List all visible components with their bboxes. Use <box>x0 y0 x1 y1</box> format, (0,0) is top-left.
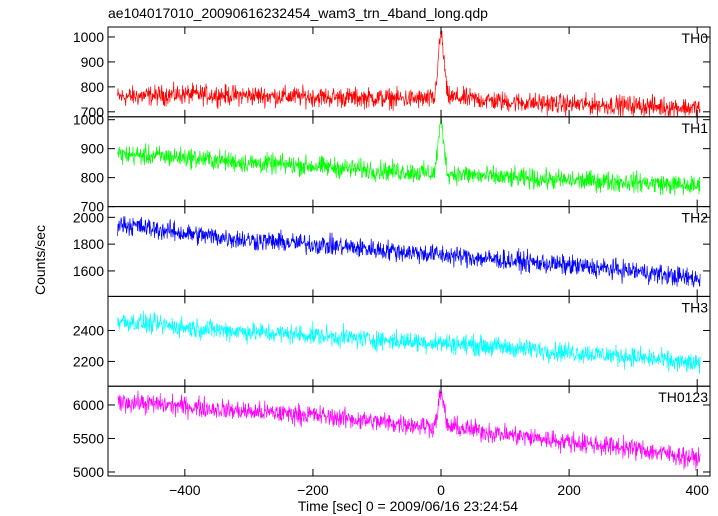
x-tick-label: −400 <box>169 482 201 498</box>
y-tick-label: 1000 <box>73 112 104 128</box>
series-line-th0123 <box>117 389 701 471</box>
x-tick-label: 200 <box>557 482 581 498</box>
x-axis-title: Time [sec] 0 = 2009/06/16 23:24:54 <box>298 498 518 514</box>
panels-group: 700 800 900 1000 TH0 700 800 900 1000 TH1 1600 1800… <box>73 26 711 498</box>
y-tick-label: 2400 <box>73 322 104 338</box>
x-tick-label: 0 <box>437 482 445 498</box>
series-line-th2 <box>117 216 701 288</box>
y-tick-label: 2200 <box>73 353 104 369</box>
y-tick-label: 900 <box>81 54 105 70</box>
x-tick-label: −200 <box>297 482 329 498</box>
y-tick-label: 800 <box>81 79 105 95</box>
y-tick-label: 1000 <box>73 29 104 45</box>
panel-label-th3: TH3 <box>682 299 709 315</box>
panel-label-th0: TH0 <box>682 30 709 46</box>
series-line-th1 <box>117 116 701 196</box>
series-line-th0 <box>117 28 701 117</box>
y-axis-title: Counts/sec <box>32 225 48 295</box>
y-tick-label: 1800 <box>73 236 104 252</box>
y-tick-label: 900 <box>81 141 105 157</box>
x-tick-label: 400 <box>686 482 710 498</box>
y-tick-label: 700 <box>81 199 105 215</box>
y-tick-label: 5000 <box>73 464 104 480</box>
series-line-th3 <box>117 310 701 374</box>
y-tick-label: 700 <box>81 104 105 120</box>
panel-frame-th0123 <box>107 385 711 477</box>
panel-label-th1: TH1 <box>682 120 709 136</box>
y-tick-label: 5500 <box>73 430 104 446</box>
panel-label-th0123: TH0123 <box>658 389 708 405</box>
chart-title: ae104017010_20090616232454_wam3_trn_4ban… <box>108 5 488 21</box>
y-tick-label: 1600 <box>73 263 104 279</box>
y-tick-label: 6000 <box>73 397 104 413</box>
panel-label-th2: TH2 <box>682 210 709 226</box>
y-tick-label: 2000 <box>73 209 104 225</box>
y-tick-label: 800 <box>81 170 105 186</box>
